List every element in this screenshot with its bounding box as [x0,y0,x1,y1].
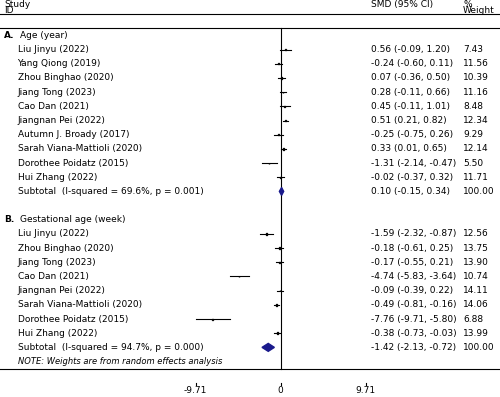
Text: 0: 0 [278,386,283,395]
Text: -7.76 (-9.71, -5.80): -7.76 (-9.71, -5.80) [371,314,456,324]
Text: Jiangnan Pei (2022): Jiangnan Pei (2022) [18,116,106,125]
Text: Gestational age (week): Gestational age (week) [20,215,126,224]
Text: Dorothee Poidatz (2015): Dorothee Poidatz (2015) [18,158,128,168]
Text: 0.33 (0.01, 0.65): 0.33 (0.01, 0.65) [371,145,447,153]
Text: 13.90: 13.90 [463,258,489,267]
Text: 14.06: 14.06 [463,301,489,309]
Bar [266,233,267,235]
Text: -0.25 (-0.75, 0.26): -0.25 (-0.75, 0.26) [371,130,453,139]
Text: Dorothee Poidatz (2015): Dorothee Poidatz (2015) [18,314,128,324]
Text: Zhou Binghao (2020): Zhou Binghao (2020) [18,244,113,252]
Text: Liu Jinyu (2022): Liu Jinyu (2022) [18,229,88,239]
Bar [277,332,278,334]
Text: 7.43: 7.43 [463,45,483,54]
Bar [285,120,286,121]
Text: -0.09 (-0.39, 0.22): -0.09 (-0.39, 0.22) [371,286,453,295]
Text: 11.71: 11.71 [463,173,489,182]
Bar [283,92,284,93]
Bar [278,247,280,249]
Text: 0.45 (-0.11, 1.01): 0.45 (-0.11, 1.01) [371,102,450,111]
Text: 11.56: 11.56 [463,59,489,68]
Text: 10.74: 10.74 [463,272,489,281]
Text: %: % [463,0,472,9]
Bar [276,304,277,306]
Bar [280,177,281,178]
Bar [239,276,240,277]
Text: Sarah Viana-Mattioli (2020): Sarah Viana-Mattioli (2020) [18,145,142,153]
Text: 100.00: 100.00 [463,187,495,196]
Text: -0.49 (-0.81, -0.16): -0.49 (-0.81, -0.16) [371,301,456,309]
Text: 11.16: 11.16 [463,88,489,96]
Text: Jiang Tong (2023): Jiang Tong (2023) [18,88,96,96]
Text: 6.88: 6.88 [463,314,483,324]
Text: ID: ID [4,6,14,15]
Text: -1.31 (-2.14, -0.47): -1.31 (-2.14, -0.47) [371,158,456,168]
Text: 0.28 (-0.11, 0.66): 0.28 (-0.11, 0.66) [371,88,450,96]
Text: -1.42 (-2.13, -0.72): -1.42 (-2.13, -0.72) [371,343,456,352]
Text: Subtotal  (I-squared = 69.6%, p = 0.001): Subtotal (I-squared = 69.6%, p = 0.001) [18,187,204,196]
Text: 12.14: 12.14 [463,145,489,153]
Polygon shape [262,343,274,351]
Text: B.: B. [4,215,15,224]
Text: 10.39: 10.39 [463,73,489,83]
Text: 5.50: 5.50 [463,158,483,168]
Bar [278,63,279,64]
Bar [278,134,279,135]
Text: Cao Dan (2021): Cao Dan (2021) [18,272,88,281]
Text: -1.59 (-2.32, -0.87): -1.59 (-2.32, -0.87) [371,229,456,239]
Text: NOTE: Weights are from random effects analysis: NOTE: Weights are from random effects an… [18,357,222,366]
Text: Yang Qiong (2019): Yang Qiong (2019) [18,59,101,68]
Text: Jiang Tong (2023): Jiang Tong (2023) [18,258,96,267]
Text: 13.75: 13.75 [463,244,489,252]
Text: 9.71: 9.71 [356,386,376,395]
Text: A.: A. [4,31,15,40]
Text: Jiangnan Pei (2022): Jiangnan Pei (2022) [18,286,106,295]
Text: -0.02 (-0.37, 0.32): -0.02 (-0.37, 0.32) [371,173,453,182]
Text: Weight: Weight [463,6,495,15]
Text: Hui Zhang (2022): Hui Zhang (2022) [18,173,97,182]
Text: 14.11: 14.11 [463,286,489,295]
Text: -4.74 (-5.83, -3.64): -4.74 (-5.83, -3.64) [371,272,456,281]
Text: Sarah Viana-Mattioli (2020): Sarah Viana-Mattioli (2020) [18,301,142,309]
Text: Liu Jinyu (2022): Liu Jinyu (2022) [18,45,88,54]
Text: 100.00: 100.00 [463,343,495,352]
Text: -9.71: -9.71 [184,386,207,395]
Text: 0.51 (0.21, 0.82): 0.51 (0.21, 0.82) [371,116,446,125]
Text: Subtotal  (I-squared = 94.7%, p = 0.000): Subtotal (I-squared = 94.7%, p = 0.000) [18,343,203,352]
Text: -0.38 (-0.73, -0.03): -0.38 (-0.73, -0.03) [371,329,456,338]
Text: Age (year): Age (year) [20,31,68,40]
Bar [283,148,284,150]
Text: 13.99: 13.99 [463,329,489,338]
Text: Study: Study [4,0,30,9]
Text: -0.24 (-0.60, 0.11): -0.24 (-0.60, 0.11) [371,59,453,68]
Bar [284,106,285,107]
Text: Hui Zhang (2022): Hui Zhang (2022) [18,329,97,338]
Text: Zhou Binghao (2020): Zhou Binghao (2020) [18,73,113,83]
Text: Cao Dan (2021): Cao Dan (2021) [18,102,88,111]
Text: -0.17 (-0.55, 0.21): -0.17 (-0.55, 0.21) [371,258,454,267]
Text: 0.10 (-0.15, 0.34): 0.10 (-0.15, 0.34) [371,187,450,196]
Text: 0.56 (-0.09, 1.20): 0.56 (-0.09, 1.20) [371,45,450,54]
Bar [212,318,213,320]
Text: 0.07 (-0.36, 0.50): 0.07 (-0.36, 0.50) [371,73,450,83]
Polygon shape [280,187,283,195]
Bar [279,262,280,263]
Text: Autumn J. Broady (2017): Autumn J. Broady (2017) [18,130,129,139]
Text: SMD (95% CI): SMD (95% CI) [371,0,433,9]
Text: 12.56: 12.56 [463,229,489,239]
Text: 8.48: 8.48 [463,102,483,111]
Text: 9.29: 9.29 [463,130,483,139]
Text: -0.18 (-0.61, 0.25): -0.18 (-0.61, 0.25) [371,244,454,252]
Text: 12.34: 12.34 [463,116,489,125]
